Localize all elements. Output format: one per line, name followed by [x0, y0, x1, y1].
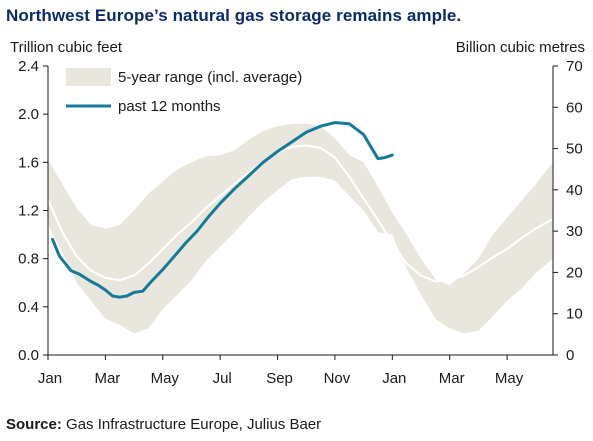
average-line — [47, 144, 554, 283]
x-tick-label: Jan — [382, 370, 406, 387]
y-right-tick-label: 50 — [566, 141, 583, 158]
source-label: Source: — [6, 416, 62, 433]
x-tick-label: Nov — [324, 370, 351, 387]
range-band — [48, 123, 553, 334]
axes: 0.0 0.4 0.8 1.2 1.6 2.0 2.4 0 10 20 30 40 50 60 70 Jan M… — [18, 58, 583, 387]
x-tick-label: Jul — [213, 370, 232, 387]
y-left-tick-label: 0.0 — [18, 347, 39, 364]
chart-title: Northwest Europe’s natural gas storage r… — [6, 6, 462, 25]
legend-label-past-12-months: past 12 months — [118, 98, 221, 115]
x-tick-label: Sep — [266, 370, 293, 387]
x-tick-label: May — [495, 370, 524, 387]
x-tick-label: Mar — [94, 370, 120, 387]
y-right-tick-label: 0 — [566, 347, 574, 364]
y-left-tick-label: 1.6 — [18, 154, 39, 171]
legend: 5-year range (incl. average) past 12 mont… — [66, 68, 302, 115]
source-note: Source: Gas Infrastructure Europe, Juliu… — [6, 416, 321, 433]
plot-area — [47, 121, 554, 334]
past-12-months-line — [51, 121, 394, 299]
y-right-tick-label: 20 — [566, 264, 583, 281]
y-left-tick-label: 1.2 — [18, 203, 39, 220]
x-tick-label: Mar — [439, 370, 465, 387]
legend-swatch-range — [66, 68, 111, 86]
y-left-tick-label: 2.0 — [18, 106, 39, 123]
source-text: Gas Infrastructure Europe, Julius Baer — [61, 416, 322, 433]
y-axis-left-label: Trillion cubic feet — [10, 39, 123, 56]
y-right-tick-label: 40 — [566, 182, 583, 199]
y-right-tick-label: 30 — [566, 223, 583, 240]
x-tick-label: May — [151, 370, 180, 387]
y-right-tick-label: 70 — [566, 58, 583, 75]
y-right-tick-label: 10 — [566, 306, 583, 323]
legend-label-range: 5-year range (incl. average) — [118, 69, 302, 86]
y-left-tick-label: 0.8 — [18, 251, 39, 268]
y-axis-right-label: Billion cubic metres — [456, 39, 585, 56]
y-left-tick-label: 2.4 — [18, 58, 39, 75]
y-right-tick-label: 60 — [566, 99, 583, 116]
x-tick-label: Jan — [38, 370, 62, 387]
y-left-tick-label: 0.4 — [18, 299, 39, 316]
